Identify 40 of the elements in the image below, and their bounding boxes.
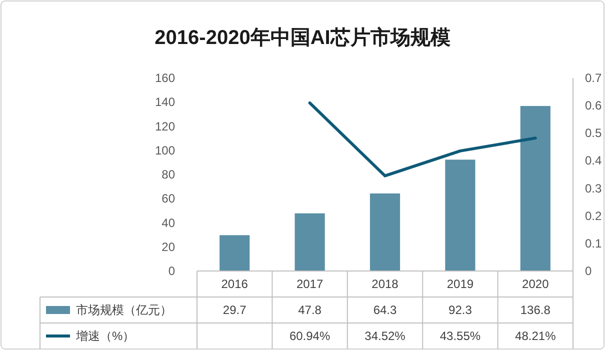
- y2-tick-label: 0.3: [585, 181, 602, 196]
- y-tick-label: 20: [162, 240, 176, 254]
- y2-tick-label: 0.6: [585, 98, 602, 113]
- y2-tick-label: 0.2: [585, 208, 602, 223]
- bar: [520, 106, 550, 271]
- data-label: 47.8: [298, 303, 322, 317]
- y-tick-label: 80: [162, 168, 176, 182]
- data-label: 34.52%: [364, 329, 406, 343]
- y-tick-label: 100: [154, 143, 176, 158]
- y2-tick-label: 0: [585, 264, 592, 278]
- y2-tick-label: 0.7: [585, 71, 602, 85]
- bar: [294, 213, 325, 271]
- legend-label: 增速（%）: [75, 329, 135, 343]
- bar: [220, 235, 250, 271]
- x-tick-label: 2019: [446, 277, 474, 291]
- data-label: 92.3: [448, 303, 472, 317]
- data-label: 48.21%: [515, 329, 556, 343]
- x-tick-label: 2020: [522, 277, 550, 291]
- y2-tick-label: 0.5: [585, 126, 602, 140]
- data-label: 29.7: [222, 303, 247, 317]
- y-tick-label: 40: [162, 216, 176, 230]
- bar: [445, 160, 476, 271]
- y-tick-label: 120: [154, 119, 176, 134]
- x-tick-label: 2016: [221, 277, 248, 291]
- x-tick-label: 2018: [372, 277, 399, 291]
- y-tick-label: 140: [154, 95, 176, 110]
- y2-tick-label: 0.4: [585, 154, 602, 168]
- data-label: 60.94%: [289, 329, 330, 343]
- chart-title: 2016-2020年中国AI芯片市场规模: [154, 26, 450, 49]
- y-tick-label: 60: [162, 192, 176, 206]
- data-label: 64.3: [373, 303, 397, 317]
- y2-tick-label: 0.1: [585, 236, 602, 250]
- y-tick-label: 0: [168, 264, 176, 278]
- data-label: 136.8: [520, 303, 551, 317]
- bar: [370, 193, 400, 271]
- y-tick-label: 160: [154, 71, 176, 85]
- line-series: [308, 101, 537, 178]
- legend-label: 市场规模（亿元）: [76, 303, 172, 317]
- x-tick-label: 2017: [296, 277, 324, 291]
- data-label: 43.55%: [440, 329, 481, 343]
